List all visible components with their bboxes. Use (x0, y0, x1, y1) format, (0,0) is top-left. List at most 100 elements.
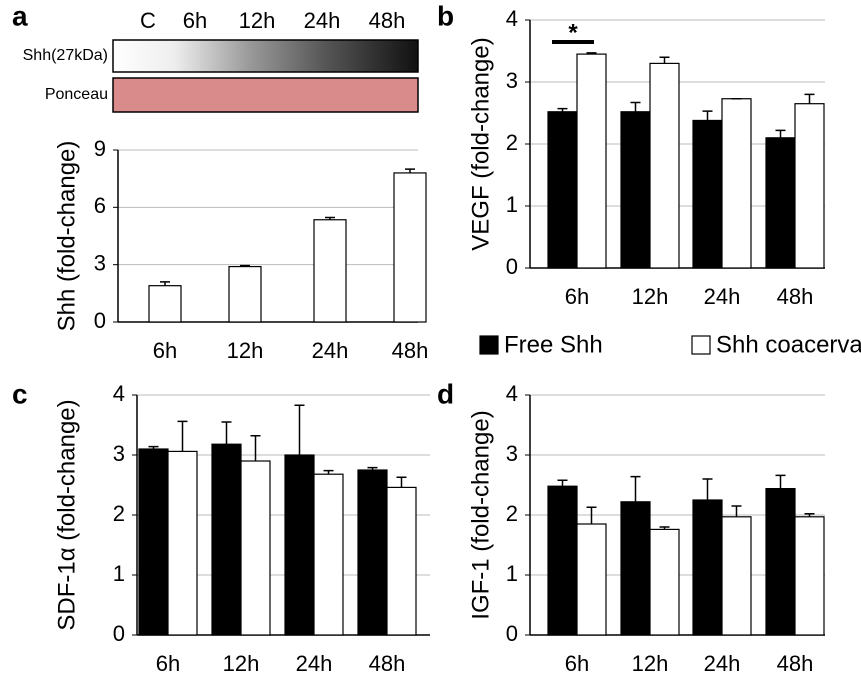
x-tick-label: 12h (227, 338, 264, 363)
error-bar (250, 435, 261, 461)
error-bar (702, 110, 713, 121)
bar (167, 450, 198, 636)
bar (547, 111, 578, 269)
lane-label: 12h (239, 8, 276, 33)
y-axis-label: Shh (fold-change) (53, 141, 80, 332)
x-tick-label: 48h (777, 651, 814, 676)
error-bar (775, 474, 786, 489)
y-axis-label: SDF-1α (fold-change) (53, 399, 80, 630)
legend-swatch (691, 335, 711, 355)
x-tick-label: 6h (565, 651, 589, 676)
y-tick-label: 1 (506, 192, 518, 217)
error-bar (240, 264, 250, 267)
error-bar (659, 56, 670, 64)
y-tick-label: 1 (506, 561, 518, 586)
panel-label: a (12, 0, 28, 31)
y-axis-label: IGF-1 (fold-change) (467, 410, 494, 619)
bar (386, 486, 417, 636)
bar (393, 172, 427, 323)
legend-swatch (479, 335, 499, 355)
error-bar (659, 526, 670, 530)
y-tick-label: 3 (113, 441, 125, 466)
bar (313, 219, 347, 323)
bar (649, 528, 680, 636)
bar (692, 119, 723, 269)
y-tick-label: 1 (113, 561, 125, 586)
blot-ponceau (112, 77, 419, 113)
x-tick-label: 24h (704, 651, 741, 676)
bar (148, 285, 182, 323)
x-tick-label: 6h (565, 284, 589, 309)
error-bar (221, 421, 232, 445)
y-tick-label: 3 (506, 68, 518, 93)
error-bar (586, 52, 597, 55)
bar (228, 265, 262, 323)
panel-label: b (437, 0, 454, 31)
blot-shh (112, 39, 419, 73)
legend-label: Free Shh (504, 331, 603, 358)
lane-label: 24h (304, 8, 341, 33)
y-tick-label: 6 (94, 193, 106, 218)
error-bar (323, 469, 334, 475)
error-bar (630, 101, 641, 112)
panel-label: c (12, 378, 28, 409)
x-tick-label: 12h (632, 651, 669, 676)
y-tick-label: 3 (94, 250, 106, 275)
error-bar (177, 420, 188, 452)
bar (138, 448, 169, 636)
error-bar (630, 475, 641, 502)
error-bar (702, 478, 713, 500)
error-bar (160, 281, 170, 286)
y-tick-label: 4 (113, 381, 125, 406)
error-bar (586, 506, 597, 524)
bar (620, 111, 651, 269)
error-bar (325, 216, 335, 220)
y-axis-label: VEGF (fold-change) (467, 37, 494, 250)
y-tick-label: 2 (506, 501, 518, 526)
x-tick-label: 48h (369, 651, 406, 676)
error-bar (804, 513, 815, 517)
y-tick-label: 9 (94, 136, 106, 161)
bar (284, 454, 315, 636)
error-bar (396, 476, 407, 488)
error-bar (294, 404, 305, 455)
bar (794, 516, 825, 636)
y-tick-label: 0 (506, 254, 518, 279)
x-tick-label: 48h (777, 284, 814, 309)
y-tick-label: 0 (94, 308, 106, 333)
bar (547, 485, 578, 636)
lane-label: C (140, 8, 156, 33)
y-tick-label: 2 (113, 501, 125, 526)
error-bar (557, 479, 568, 487)
y-tick-label: 4 (506, 381, 518, 406)
lane-label: 6h (183, 8, 207, 33)
y-tick-label: 4 (506, 6, 518, 31)
blot-row-label: Shh(27kDa) (23, 47, 108, 64)
error-bar (731, 505, 742, 517)
y-tick-label: 3 (506, 441, 518, 466)
error-bar (775, 129, 786, 138)
x-tick-label: 48h (392, 338, 429, 363)
bar (620, 501, 651, 636)
x-tick-label: 6h (153, 338, 177, 363)
y-tick-label: 0 (113, 621, 125, 646)
bar (240, 460, 271, 636)
annotation: * (568, 19, 578, 46)
bar (649, 62, 680, 269)
error-bar (405, 168, 415, 173)
error-bar (148, 445, 159, 449)
bar (576, 523, 607, 636)
lane-label: 48h (369, 8, 406, 33)
x-tick-label: 12h (632, 284, 669, 309)
bar (765, 137, 796, 269)
bar (794, 103, 825, 269)
error-bar (557, 107, 568, 112)
x-tick-label: 24h (296, 651, 333, 676)
bar (692, 499, 723, 636)
bar (211, 443, 242, 636)
bar (721, 516, 752, 636)
x-tick-label: 6h (156, 651, 180, 676)
x-tick-label: 12h (223, 651, 260, 676)
y-tick-label: 0 (506, 621, 518, 646)
